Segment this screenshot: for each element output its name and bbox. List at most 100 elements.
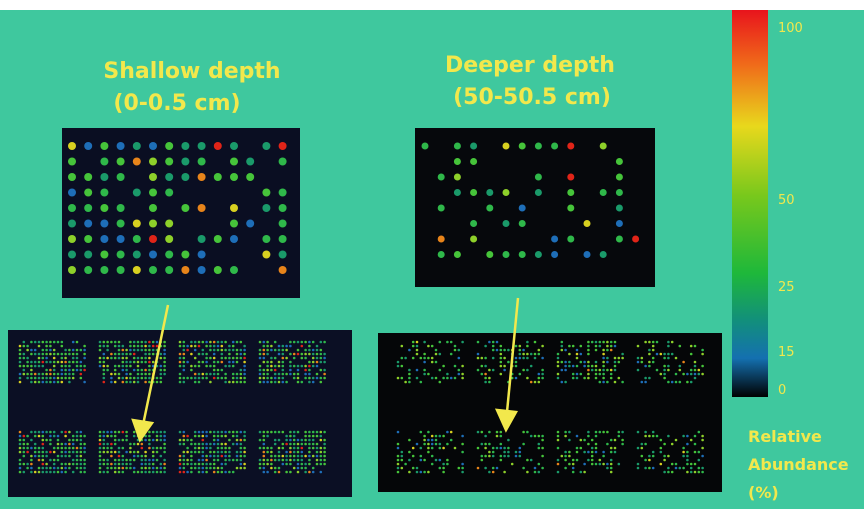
spot (690, 471, 693, 474)
spot (133, 361, 136, 364)
spot (266, 381, 269, 384)
spot (38, 467, 41, 470)
spot (404, 463, 407, 466)
spot (45, 463, 48, 466)
spot (45, 431, 48, 434)
spot (228, 361, 231, 364)
spot (304, 471, 307, 474)
spot (163, 373, 166, 376)
spot (133, 377, 136, 380)
spot (488, 443, 491, 446)
spot (308, 381, 311, 384)
spot (163, 435, 166, 438)
spot (53, 435, 56, 438)
spot (190, 463, 193, 466)
spot (186, 451, 189, 454)
spot (644, 341, 647, 344)
spot (614, 451, 617, 454)
spot (279, 189, 287, 197)
spot (667, 365, 670, 368)
spot (228, 357, 231, 360)
spot (61, 447, 64, 450)
spot (412, 447, 415, 450)
spot (435, 459, 438, 462)
spot (80, 435, 83, 438)
spot (110, 467, 113, 470)
spot (103, 463, 106, 466)
spot (240, 439, 243, 442)
spot (541, 439, 544, 442)
spot (289, 365, 292, 368)
spot (694, 345, 697, 348)
spot (148, 369, 151, 372)
spot (72, 459, 75, 462)
spot (488, 451, 491, 454)
spot (68, 381, 71, 384)
spot (423, 459, 426, 462)
spot (422, 143, 429, 150)
spot (671, 341, 674, 344)
spot (114, 381, 117, 384)
spot (133, 431, 136, 434)
spot (156, 451, 159, 454)
spot (232, 459, 235, 462)
spot (141, 341, 144, 344)
spot (49, 459, 52, 462)
spot (312, 361, 315, 364)
spot (103, 439, 106, 442)
spot (488, 471, 491, 474)
spot (23, 435, 26, 438)
spot (263, 455, 266, 458)
spot (202, 361, 205, 364)
spot (618, 361, 621, 364)
spot (156, 447, 159, 450)
spot (522, 353, 525, 356)
spot (538, 471, 541, 474)
colorbar-tick: 0 (778, 383, 786, 398)
spot (19, 463, 22, 466)
spot (408, 349, 411, 352)
spot (122, 381, 125, 384)
spot (99, 459, 102, 462)
spot (397, 471, 400, 474)
spot (144, 439, 147, 442)
spot (572, 345, 575, 348)
spot (522, 349, 525, 352)
spot (259, 349, 262, 352)
spot (438, 251, 445, 258)
spot (503, 143, 510, 150)
spot (42, 471, 45, 474)
spot (38, 341, 41, 344)
spot (278, 353, 281, 356)
spot (458, 369, 461, 372)
spot (122, 345, 125, 348)
spot (675, 373, 678, 376)
spot (228, 349, 231, 352)
spot (68, 455, 71, 458)
spot (26, 467, 29, 470)
spot (209, 357, 212, 360)
spot (301, 381, 304, 384)
spot (701, 365, 704, 368)
spot (595, 345, 598, 348)
spot (80, 369, 83, 372)
spot (61, 443, 64, 446)
spot (240, 451, 243, 454)
spot (19, 345, 22, 348)
spot (266, 459, 269, 462)
spot (34, 443, 37, 446)
spot (293, 455, 296, 458)
spot (675, 467, 678, 470)
spot (587, 435, 590, 438)
spot (99, 455, 102, 458)
spot (618, 463, 621, 466)
spot (316, 435, 319, 438)
spot (144, 381, 147, 384)
spot (408, 451, 411, 454)
spot (117, 251, 125, 259)
spot (297, 447, 300, 450)
spot (500, 361, 503, 364)
spot (30, 353, 33, 356)
colorbar (732, 10, 768, 397)
spot (408, 459, 411, 462)
